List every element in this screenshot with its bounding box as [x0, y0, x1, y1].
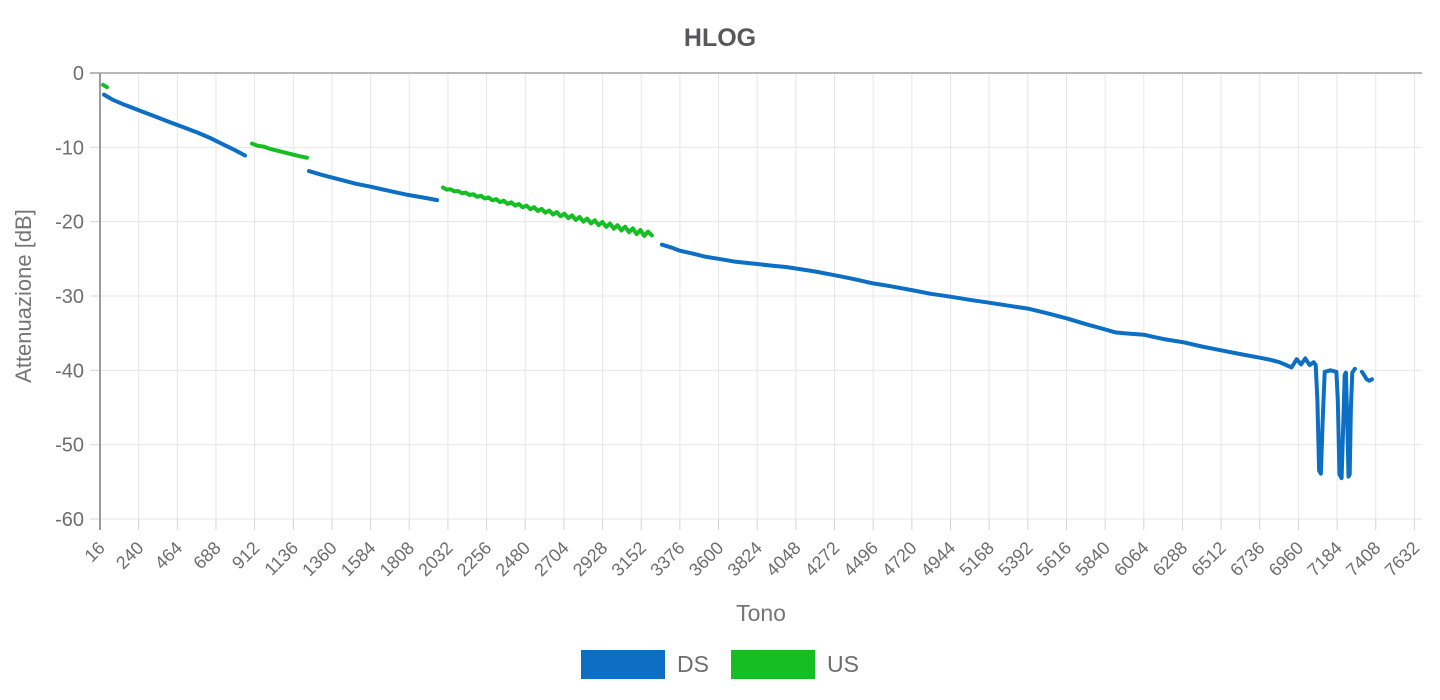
- us-legend-label: US: [827, 651, 859, 677]
- x-tick-label: 7184: [1303, 538, 1345, 580]
- x-tick-label: 1136: [261, 538, 303, 580]
- ds-legend-label: DS: [677, 651, 709, 677]
- x-tick-label: 2032: [414, 538, 456, 580]
- y-tick-label: -60: [55, 509, 84, 531]
- x-tick-label: 2704: [530, 538, 572, 580]
- y-tick-label: -20: [55, 212, 84, 234]
- y-tick-label: -30: [55, 286, 84, 308]
- x-tick-label: 1584: [337, 538, 379, 580]
- x-tick-label: 3824: [724, 538, 766, 580]
- x-tick-label: 5168: [956, 538, 998, 580]
- ds-line-series: [1359, 369, 1374, 383]
- chart-title: HLOG: [684, 24, 756, 52]
- x-tick-label: 6512: [1187, 538, 1229, 580]
- x-tick-label: 4048: [762, 538, 804, 580]
- y-tick-label: -40: [55, 360, 84, 382]
- legend-item-us[interactable]: US: [731, 650, 859, 679]
- tick-labels: 16 240 464 688 91211361360158418082032225624…: [55, 63, 1423, 580]
- x-tick-label: 6064: [1110, 538, 1152, 580]
- x-tick-label: 7632: [1381, 538, 1423, 580]
- ds-line-series: [659, 242, 1357, 481]
- x-tick-label: 464: [151, 538, 186, 573]
- x-tick-label: 2480: [492, 538, 534, 580]
- legend: DS US: [0, 650, 1440, 679]
- x-tick-label: 6960: [1265, 538, 1307, 580]
- y-tick-label: -10: [55, 137, 84, 159]
- x-tick-label: 6288: [1149, 538, 1191, 580]
- us-line-series: [101, 82, 109, 90]
- ds-line-series: [102, 92, 247, 158]
- axes: [90, 72, 1415, 530]
- x-tick-label: 6736: [1226, 538, 1268, 580]
- us-line-series: [250, 141, 309, 160]
- x-tick-label: 4272: [801, 538, 843, 580]
- x-tick-label: 2928: [569, 538, 611, 580]
- x-tick-label: 4944: [917, 538, 959, 580]
- x-axis-title: Tono: [736, 600, 786, 626]
- y-tick-label: 0: [73, 63, 84, 85]
- x-tick-label: 5616: [1033, 538, 1075, 580]
- x-tick-label: 7408: [1342, 538, 1384, 580]
- us-line-series: [440, 185, 654, 238]
- x-tick-label: 5840: [1072, 538, 1114, 580]
- x-tick-label: 3152: [608, 538, 650, 580]
- x-tick-label: 16: [81, 538, 109, 566]
- ds-legend-swatch: [581, 650, 666, 679]
- x-tick-label: 1808: [376, 538, 418, 580]
- us-legend-swatch: [731, 650, 815, 679]
- x-tick-label: 2256: [453, 538, 495, 580]
- x-tick-label: 1360: [298, 538, 340, 580]
- y-axis-title: Attenuazione [dB]: [11, 209, 36, 383]
- x-tick-label: 3600: [685, 538, 727, 580]
- x-tick-label: 3376: [646, 538, 688, 580]
- series-lines: [101, 82, 1374, 481]
- legend-item-ds[interactable]: DS: [581, 650, 709, 679]
- ds-line-series: [307, 169, 440, 203]
- x-tick-label: 4496: [840, 538, 882, 580]
- x-tick-label: 240: [112, 538, 147, 573]
- gridlines: [99, 72, 1422, 520]
- x-tick-label: 688: [189, 538, 224, 573]
- y-tick-label: -50: [55, 435, 84, 457]
- x-tick-label: 912: [228, 538, 263, 573]
- x-tick-label: 4720: [878, 538, 920, 580]
- x-tick-label: 5392: [994, 538, 1036, 580]
